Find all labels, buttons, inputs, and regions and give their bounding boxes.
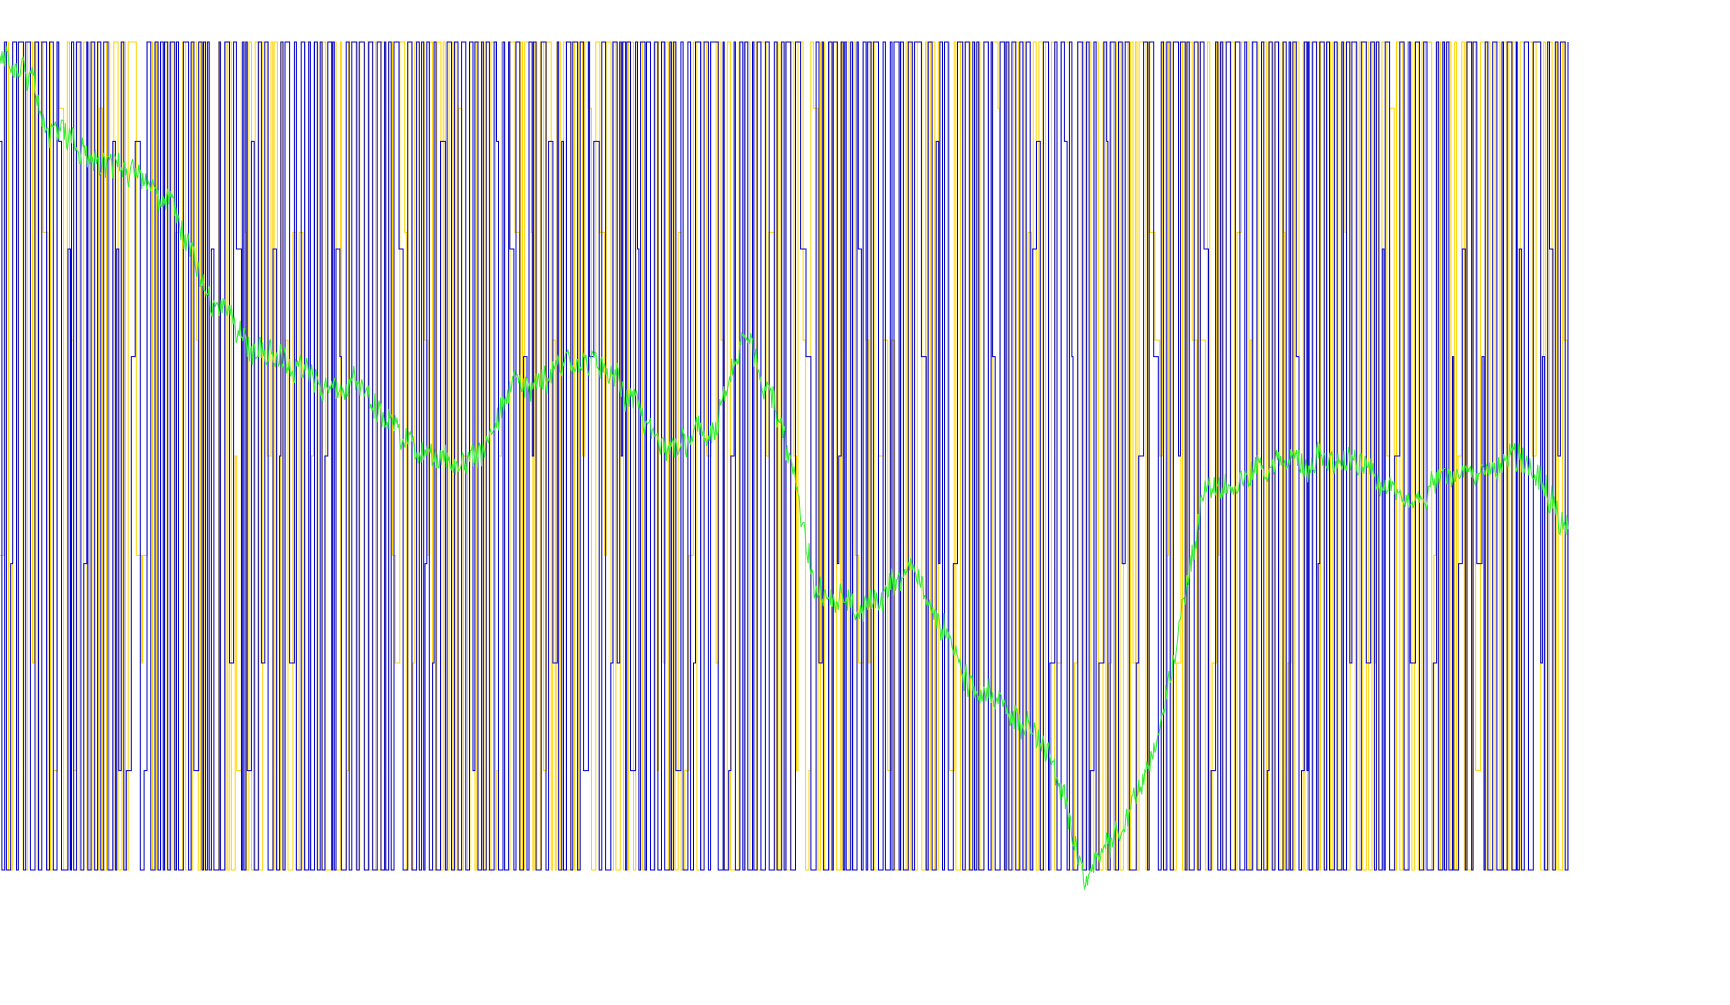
- series-green-price-line: [0, 45, 1569, 891]
